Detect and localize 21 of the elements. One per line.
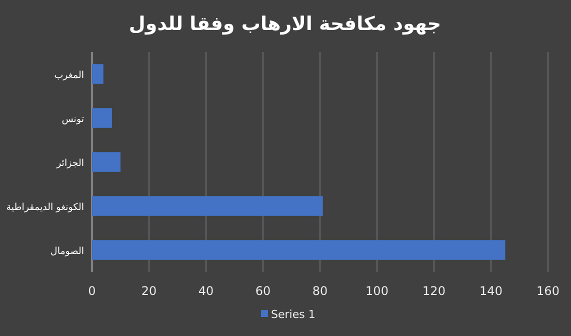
legend-label: Series 1 <box>271 308 316 321</box>
x-tick-label: 60 <box>255 284 271 298</box>
y-tick-label: الصومال <box>50 246 84 257</box>
bar <box>92 64 104 84</box>
y-tick-label: المغرب <box>54 70 84 81</box>
x-tick-label: 160 <box>536 284 560 298</box>
x-tick-label: 120 <box>422 284 446 298</box>
chart-title: جهود مكافحة الارهاب وفقا للدول <box>128 13 442 35</box>
x-tick-label: 0 <box>88 284 96 298</box>
y-tick-label: الجزائر <box>56 158 84 169</box>
x-tick-label: 20 <box>141 284 157 298</box>
x-tick-label: 100 <box>366 284 388 298</box>
y-tick-label: تونس <box>62 114 84 125</box>
bar <box>92 108 112 128</box>
y-tick-label: الكونغو الديمقراطية <box>6 202 84 213</box>
bar <box>92 152 120 172</box>
bar <box>92 240 506 260</box>
x-tick-label: 40 <box>198 284 214 298</box>
x-tick-label: 140 <box>480 284 502 298</box>
bar <box>92 196 323 216</box>
x-tick-label: 80 <box>312 284 328 298</box>
